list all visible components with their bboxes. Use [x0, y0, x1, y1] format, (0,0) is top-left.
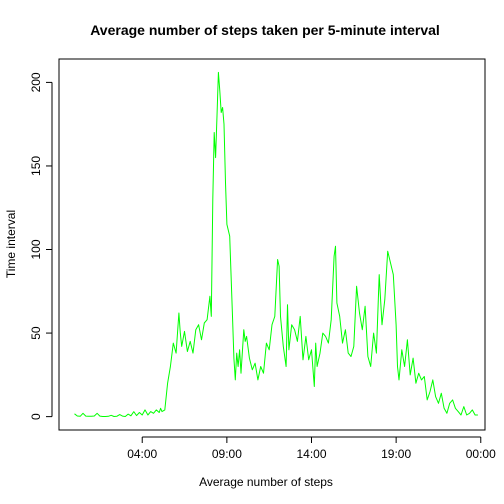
y-tick-label: 50 [29, 326, 43, 340]
x-tick-label: 14:00 [296, 447, 326, 461]
plot-frame [58, 58, 486, 431]
x-tick-label: 04:00 [127, 447, 157, 461]
y-tick-label: 100 [29, 239, 43, 259]
x-axis-label: Average number of steps [199, 475, 333, 489]
y-tick-label: 200 [29, 72, 43, 92]
x-tick-label: 00:00 [466, 447, 496, 461]
x-tick-label: 19:00 [381, 447, 411, 461]
series-line [74, 71, 478, 417]
y-axis-label: Time interval [4, 210, 18, 278]
x-tick-label: 09:00 [212, 447, 242, 461]
series-group [74, 71, 478, 417]
y-tick-label: 0 [29, 413, 43, 420]
chart-title: Average number of steps taken per 5-minu… [90, 22, 440, 38]
y-tick-label: 150 [29, 156, 43, 176]
x-axis: 04:00 09:00 14:00 19:00 00:00 [127, 436, 496, 461]
y-axis: 0 50 100 150 200 [29, 72, 53, 420]
